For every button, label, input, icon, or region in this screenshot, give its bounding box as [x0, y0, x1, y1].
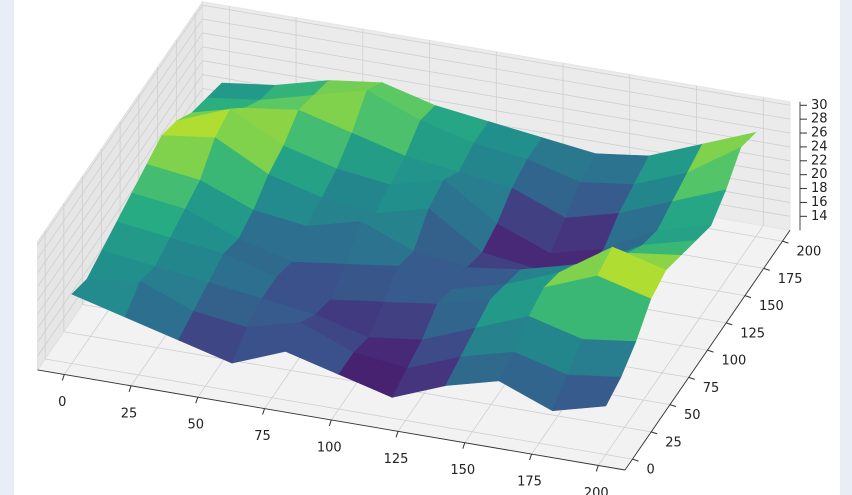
grid-line	[202, 46, 791, 148]
grid-line	[202, 4, 791, 106]
y-tick	[744, 295, 752, 299]
x-tick-label: 0	[58, 395, 66, 410]
grid-line	[37, 74, 203, 315]
y-tick	[782, 240, 789, 244]
grid-line	[202, 60, 791, 162]
x-tick	[61, 374, 65, 381]
z-tick-label: 28	[811, 112, 828, 127]
y-tick-label: 100	[722, 354, 747, 369]
y-tick-label: 175	[778, 272, 803, 287]
grid-line	[37, 60, 203, 301]
x-tick	[195, 397, 199, 404]
y-tick-label: 0	[647, 463, 655, 478]
y-tick-label: 75	[703, 381, 720, 396]
grid-line	[202, 18, 791, 120]
x-tick-label: 200	[584, 486, 609, 495]
z-tick-label: 24	[811, 139, 828, 154]
x-tick	[595, 465, 599, 472]
y-axis	[624, 229, 791, 471]
grid-line	[37, 32, 203, 273]
x-tick-label: 25	[121, 406, 138, 421]
z-tick-label: 18	[811, 181, 828, 196]
x-axis	[37, 369, 626, 471]
x-tick-label: 75	[254, 429, 271, 444]
x-tick-label: 50	[188, 418, 205, 433]
y-tick	[707, 349, 714, 353]
x-tick	[328, 419, 332, 427]
z-tick-label: 20	[811, 167, 828, 182]
y-tick-label: 150	[759, 299, 784, 314]
x-tick-label: 125	[384, 452, 409, 467]
z-tick-label: 26	[811, 126, 828, 141]
chart: 0255075100125150175200025507510012515017…	[14, 0, 840, 495]
z-tick-label: 16	[811, 195, 828, 210]
grid-line	[37, 18, 203, 260]
x-tick	[462, 442, 466, 449]
y-tick-label: 200	[797, 245, 822, 260]
y-tick	[726, 322, 733, 326]
y-tick-label: 125	[740, 326, 765, 341]
x-tick	[529, 453, 533, 461]
y-tick-label: 25	[665, 435, 682, 450]
surface-cell	[551, 374, 622, 412]
x-tick-label: 100	[317, 440, 342, 455]
y-tick	[632, 458, 639, 462]
x-tick-label: 175	[517, 475, 542, 490]
z-tick-label: 14	[811, 209, 828, 224]
grid-line	[37, 4, 203, 246]
grid-line	[37, 46, 203, 287]
x-tick	[128, 385, 132, 392]
z-tick-label: 30	[811, 98, 828, 113]
y-tick-label: 50	[684, 408, 701, 423]
y-tick	[688, 376, 695, 380]
y-tick	[651, 431, 658, 435]
y-tick	[669, 404, 677, 408]
x-tick-label: 150	[450, 463, 475, 478]
x-tick	[262, 408, 266, 415]
grid-line	[202, 32, 791, 134]
grid-line	[45, 358, 633, 460]
x-tick	[395, 431, 399, 438]
z-tick-label: 22	[811, 153, 828, 168]
y-tick	[763, 267, 770, 271]
